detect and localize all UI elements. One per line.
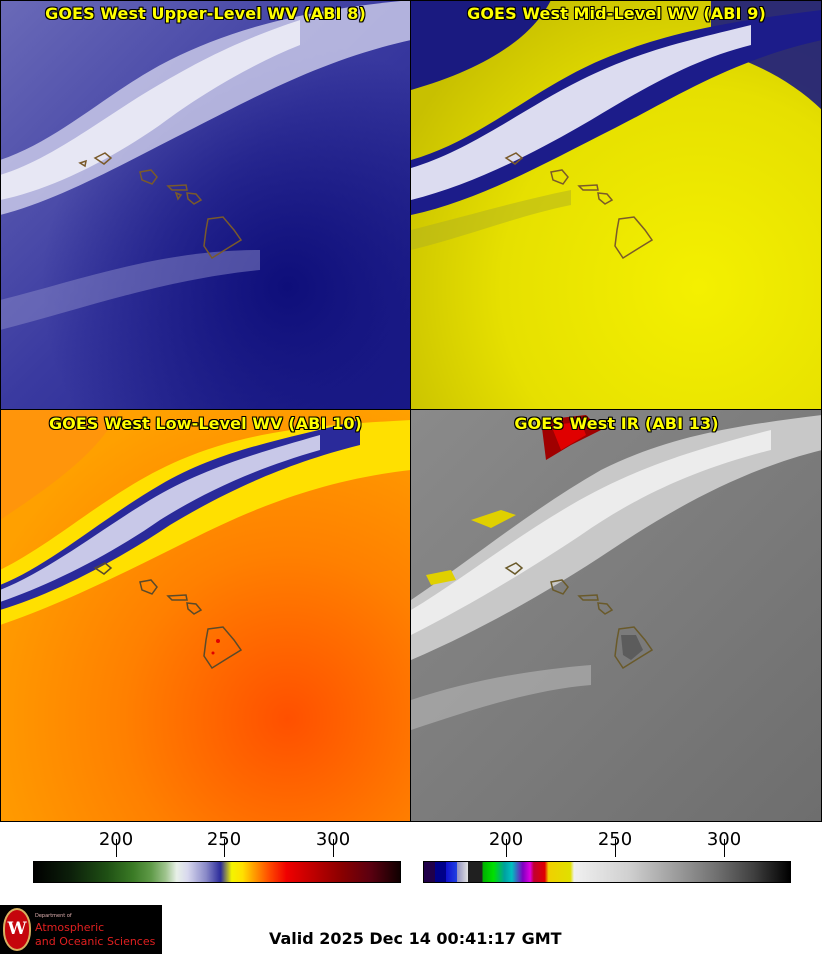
colorbar-tick: [116, 839, 117, 857]
colorbar-tick-label: 250: [597, 829, 633, 850]
ir-colorbar: 200 250 300: [411, 823, 822, 893]
image-frame: [0, 0, 822, 822]
low-level-wv-image: [0, 410, 411, 822]
panel-title: GOES West Low-Level WV (ABI 10): [48, 414, 363, 433]
panel-title: GOES West Upper-Level WV (ABI 8): [45, 4, 366, 23]
colorbar-tick-label: 300: [315, 829, 351, 850]
colorbar-tick-label: 200: [98, 829, 134, 850]
logo-line-3: and Oceanic Sciences: [35, 935, 156, 948]
panel-divider-horizontal: [0, 409, 822, 410]
colorbar-tick: [724, 839, 725, 857]
panel-title: GOES West IR (ABI 13): [514, 414, 719, 433]
colorbar-tick-label: 250: [206, 829, 242, 850]
logo-line-2: Atmospheric: [35, 921, 105, 934]
wv-colorbar-gradient: [33, 861, 401, 883]
ir-panel: GOES West IR (ABI 13): [411, 410, 822, 822]
mid-level-wv-panel: GOES West Mid-Level WV (ABI 9): [411, 0, 822, 410]
aos-logo: W Department of Atmospheric and Oceanic …: [0, 905, 162, 954]
wv-colorbar: 200 250 300: [0, 823, 411, 893]
upper-level-wv-image: [0, 0, 411, 410]
colorbar-tick-label: 200: [488, 829, 524, 850]
valid-time: Valid 2025 Dec 14 00:41:17 GMT: [269, 929, 562, 948]
panel-divider-vertical: [410, 0, 411, 822]
logo-line-1: Department of: [35, 913, 72, 919]
ir-colorbar-gradient: [423, 861, 791, 883]
panel-title: GOES West Mid-Level WV (ABI 9): [467, 4, 766, 23]
uw-seal-icon: W: [3, 908, 31, 951]
colorbar-tick: [333, 839, 334, 857]
colorbar-tick-label: 300: [706, 829, 742, 850]
colorbar-tick: [506, 839, 507, 857]
colorbar-tick: [615, 839, 616, 857]
low-level-wv-panel: GOES West Low-Level WV (ABI 10): [0, 410, 411, 822]
upper-level-wv-panel: GOES West Upper-Level WV (ABI 8): [0, 0, 411, 410]
colorbar-tick: [224, 839, 225, 857]
mid-level-wv-image: [411, 0, 822, 410]
ir-image: [411, 410, 822, 822]
